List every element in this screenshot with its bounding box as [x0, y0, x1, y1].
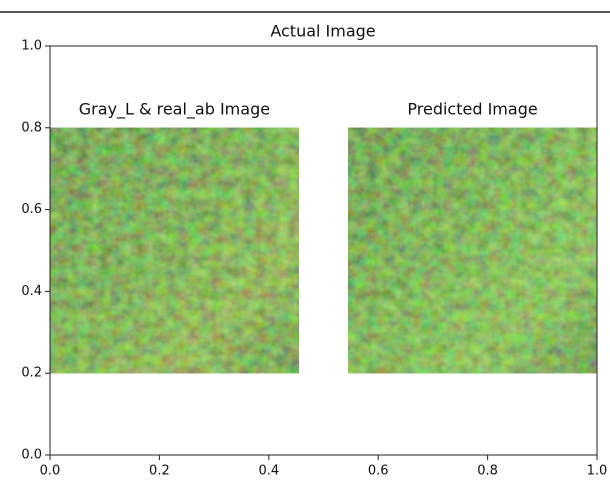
image-title: Predicted Image — [407, 99, 537, 118]
x-tick-label: 0.6 — [368, 464, 389, 479]
x-tick-label: 1.0 — [587, 464, 608, 479]
x-tick-label: 0.8 — [477, 464, 498, 479]
y-tick-label: 0.8 — [21, 120, 42, 135]
y-tick-label: 0.6 — [21, 202, 42, 217]
x-tick-label: 0.2 — [149, 464, 170, 479]
image-panel — [50, 128, 299, 373]
x-tick-label: 0.0 — [40, 464, 61, 479]
y-tick-label: 0.2 — [21, 366, 42, 381]
x-tick-label: 0.4 — [258, 464, 279, 479]
y-tick-label: 0.0 — [21, 448, 42, 463]
image-panel — [348, 128, 597, 373]
image-title: Gray_L & real_ab Image — [79, 99, 270, 119]
plot-area: Gray_L & real_ab Image Predicted Image — [50, 99, 597, 373]
chart-title: Actual Image — [270, 22, 375, 41]
figure: Actual Image Gray_L & real_ab Image Predi… — [0, 0, 610, 487]
y-tick-label: 0.4 — [21, 284, 42, 299]
y-tick-label: 1.0 — [21, 39, 42, 54]
